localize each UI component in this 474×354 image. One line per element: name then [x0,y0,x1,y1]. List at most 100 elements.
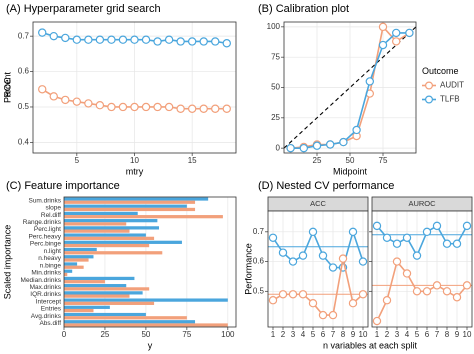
x-tick-label: 7 [435,330,440,339]
bar [64,233,146,237]
point [153,37,162,46]
bar [64,316,187,320]
point [130,35,139,44]
point [211,104,220,113]
point [278,248,288,257]
point [130,102,139,112]
bar [64,222,127,226]
point [176,104,185,113]
y-tick-label: Perc.heavy [28,233,61,240]
facet-label: AUROC [408,199,436,208]
point [312,141,322,150]
bar [64,226,160,230]
panel-border [371,210,473,328]
x-tick-label: 10 [463,330,472,339]
bar [64,240,182,244]
y-tick-label: Sum.drinks [28,197,61,204]
y-tick-label: 0 [276,143,281,152]
x-tick-label: 1 [271,330,276,339]
panel-border [32,21,237,154]
panel-title: (C) Feature importance [6,180,120,192]
point [308,299,318,308]
y-tick-label: 100 [267,22,281,31]
point [278,290,288,299]
series-line [290,32,410,149]
point [118,102,128,112]
y-tick-label: 0.5 [253,286,265,295]
point [153,102,162,112]
point [164,35,174,44]
x-tick-label: 5 [75,156,80,165]
y-tick-label: n.light [44,248,62,255]
y-tick-label: slope [45,205,61,212]
x-tick-label: 15 [188,156,197,165]
y-tick-label: Max.drinks [30,284,62,291]
y-axis-label: Scaled importance [2,225,12,300]
point [358,257,368,266]
x-axis-label: mtry [126,166,144,176]
y-tick-label: Perc.binge [30,241,61,248]
panel-title: (A) Hyperparameter grid search [6,3,161,15]
point [392,28,401,38]
point [372,221,382,231]
legend-title: Outcome [422,66,459,76]
point [38,28,47,37]
x-tick-label: 6 [425,330,430,339]
point [107,102,116,112]
bar [64,287,150,291]
point [107,35,116,44]
bar [64,284,127,288]
y-tick-label: 0.6 [18,67,30,76]
point [339,137,348,147]
point [338,254,348,263]
point [462,221,472,231]
y-axis-label: ROC [2,77,12,98]
bar [64,280,105,284]
x-tick-label: 50 [141,330,150,339]
x-tick-label: 25 [100,330,109,339]
bar [64,294,130,298]
y-axis-label: Percent [2,71,12,103]
bar [64,320,196,324]
bar [64,219,158,223]
point [392,37,401,46]
series-line [290,25,410,149]
point [326,140,335,149]
bar [64,207,196,212]
point [422,227,432,237]
x-tick-label: 7 [331,330,336,339]
x-axis-label: n variables at each split [323,340,418,350]
point [432,221,442,231]
point [328,310,338,320]
bar [64,215,223,219]
point [187,104,197,113]
panel-background [64,197,236,327]
point [405,28,414,38]
y-tick-label: 25 [271,113,280,122]
x-tick-label: 6 [321,330,326,339]
point [402,233,412,242]
point [308,227,318,237]
bar [64,211,138,216]
bar [64,197,209,201]
x-tick-label: 1 [375,330,380,339]
x-tick-label: 50 [346,156,355,165]
x-tick-label: 0 [62,330,67,339]
panel-background [372,211,472,327]
y-tick-label: 0.7 [18,31,30,40]
x-tick-label: 8 [445,330,450,339]
bar [64,236,155,240]
point [298,290,308,299]
x-tick-label: 5 [415,330,420,339]
x-tick-label: 9 [455,330,460,339]
legend-label: AUDIT [440,81,464,90]
point [318,310,328,320]
panel-border [283,21,417,154]
bar [64,272,68,277]
point [288,290,298,299]
point [288,257,298,266]
point [348,299,358,308]
x-tick-label: 2 [281,330,286,339]
reference-diagonal [283,26,417,149]
x-axis-label: Midpoint [333,166,368,176]
